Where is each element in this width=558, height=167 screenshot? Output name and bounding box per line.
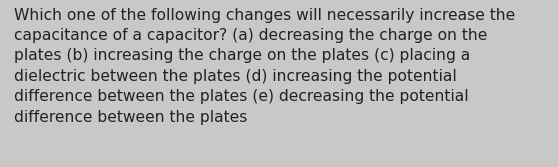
Text: Which one of the following changes will necessarily increase the
capacitance of : Which one of the following changes will … (14, 8, 515, 125)
